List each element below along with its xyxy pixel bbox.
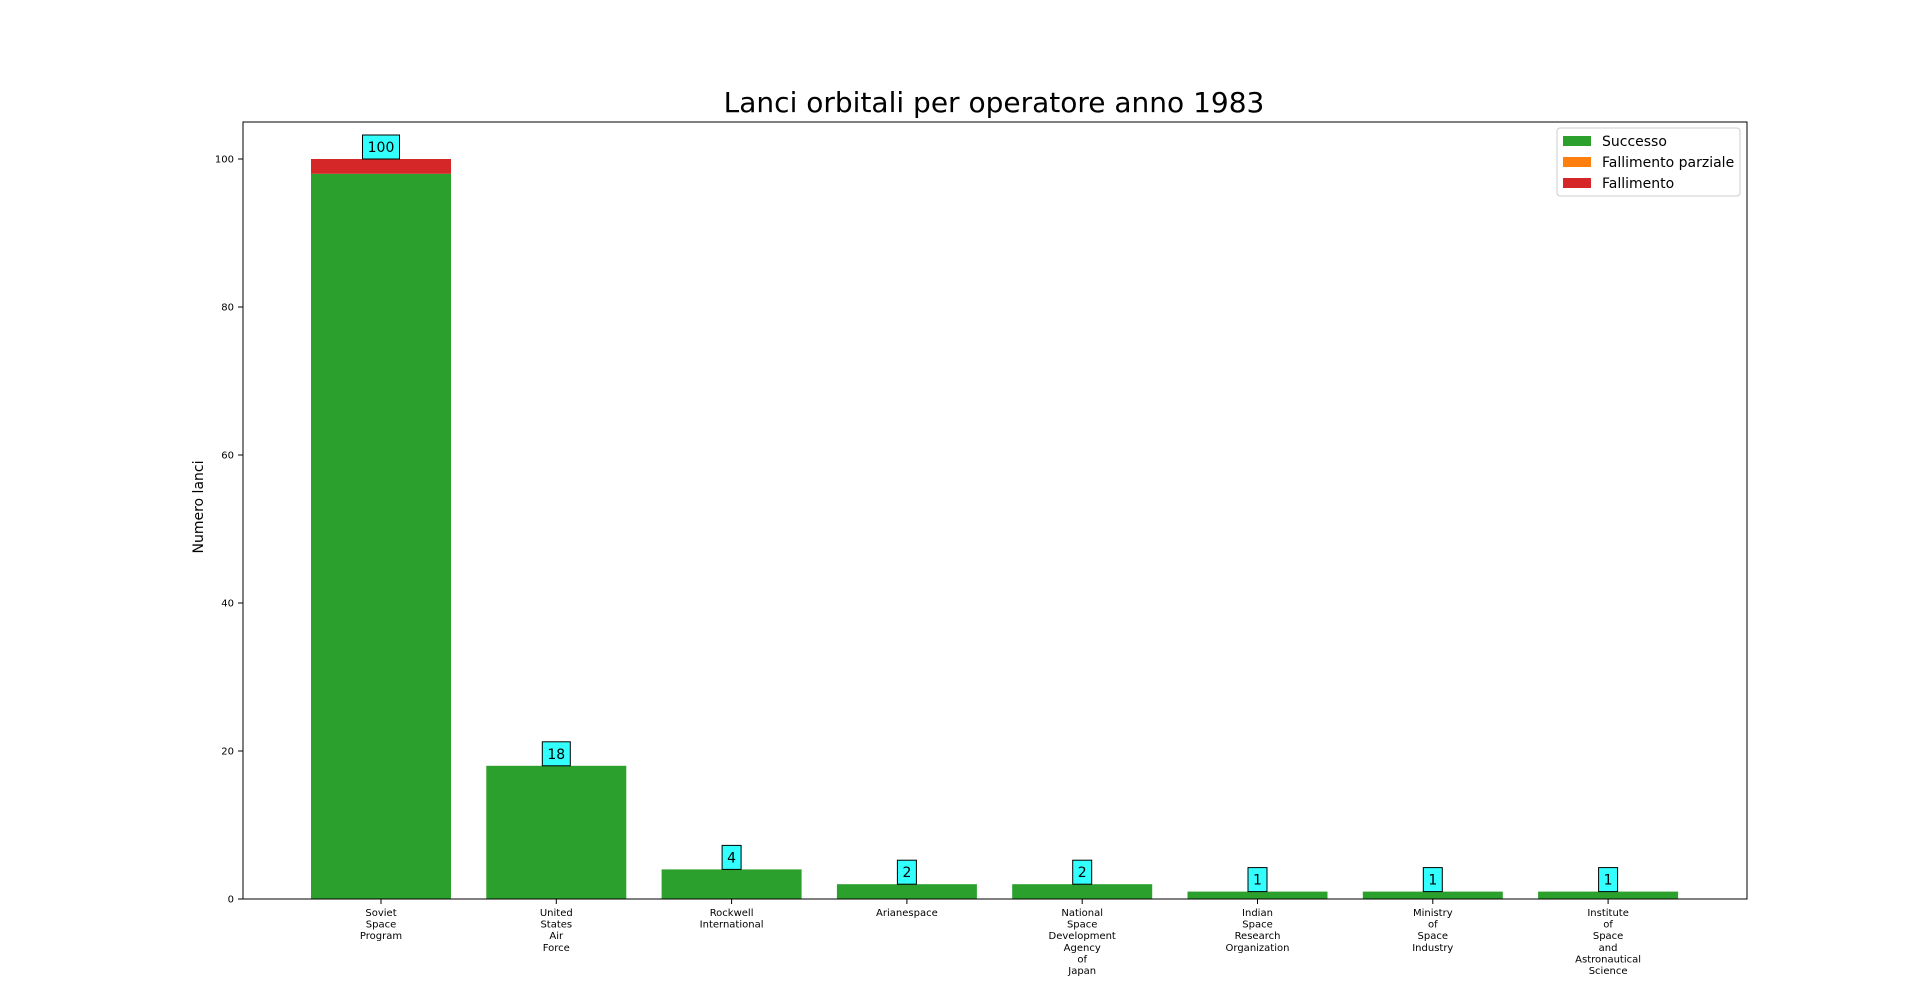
x-tick-label-5: Indian Space Research Organization	[1226, 908, 1290, 954]
legend-label-1: Fallimento parziale	[1602, 155, 1734, 171]
total-label-box-5	[1247, 867, 1268, 893]
x-tick-label-line: Institute	[1587, 908, 1629, 919]
legend-label-0: Successo	[1602, 134, 1667, 150]
bar-segment-5-series-0	[1187, 891, 1328, 899]
x-tick-label-line: of	[1603, 920, 1613, 931]
x-tick-label-line: Indian	[1242, 908, 1273, 919]
y-tick-label-4: 80	[221, 303, 234, 314]
x-tick-label-line: Agency	[1064, 943, 1101, 954]
y-axis-ticks: 0 20 40 60 80 100	[215, 155, 243, 906]
total-label-box-2	[721, 844, 742, 870]
bar-segment-6-series-0	[1362, 891, 1503, 899]
legend: Successo Fallimento parziale Fallimento	[1556, 127, 1741, 197]
x-tick-label-line: Air	[549, 931, 564, 942]
x-tick-label-line: Industry	[1412, 943, 1453, 954]
total-label-box-3	[896, 859, 917, 885]
total-label-text-7: 1	[1604, 873, 1613, 889]
x-tick-label-line: Science	[1589, 966, 1628, 977]
x-tick-label-line: Space	[1242, 920, 1272, 931]
total-label-box-7	[1598, 867, 1619, 893]
x-tick-label-line: and	[1599, 943, 1618, 954]
x-tick-label-4: National Space Development Agency of Japan	[1049, 908, 1116, 977]
x-tick-label-line: Program	[360, 931, 402, 942]
y-tick-label-2: 40	[221, 599, 234, 610]
y-tick-label-0: 0	[228, 895, 234, 906]
bar-segment-7-series-0	[1538, 891, 1679, 899]
bar-segment-1-series-0	[486, 765, 627, 899]
bars-group	[311, 159, 1679, 900]
x-tick-label-2: Rockwell International	[700, 908, 764, 931]
legend-swatch-2	[1563, 178, 1591, 188]
legend-frame	[1556, 127, 1741, 197]
total-label-4: 2	[1072, 859, 1093, 885]
legend-swatch-1	[1563, 157, 1591, 167]
bar-segment-4-series-0	[1012, 884, 1153, 899]
x-tick-label-line: States	[540, 920, 572, 931]
y-tick-label-5: 100	[215, 155, 234, 166]
total-label-6: 1	[1422, 867, 1443, 893]
x-tick-label-line: Ministry	[1413, 908, 1453, 919]
x-tick-label-line: of	[1077, 954, 1087, 965]
x-tick-label-line: Japan	[1067, 966, 1096, 977]
plot-area-frame	[242, 121, 1748, 900]
x-tick-label-line: Organization	[1226, 943, 1290, 954]
total-label-text-2: 4	[727, 850, 736, 866]
x-tick-label-1: United States Air Force	[540, 908, 573, 954]
total-label-box-6	[1422, 867, 1443, 893]
total-label-7: 1	[1598, 867, 1619, 893]
legend-swatch-0	[1563, 136, 1591, 146]
legend-label-2: Fallimento	[1602, 176, 1674, 192]
chart-title: Lanci orbitali per operatore anno 1983	[724, 86, 1265, 119]
total-label-3: 2	[896, 859, 917, 885]
x-tick-label-line: National	[1061, 908, 1103, 919]
total-label-1: 18	[541, 741, 571, 767]
x-tick-label-7: Institute of Space and Astronautical Science	[1575, 908, 1641, 977]
y-tick-label-1: 20	[221, 747, 234, 758]
y-axis-label: Numero lanci	[191, 461, 207, 554]
x-tick-label-line: Rockwell	[710, 908, 754, 919]
x-tick-label-line: Force	[543, 943, 570, 954]
x-tick-label-line: Research	[1235, 931, 1281, 942]
x-tick-label-line: Development	[1049, 931, 1116, 942]
x-tick-label-6: Ministry of Space Industry	[1412, 908, 1453, 954]
total-label-text-4: 2	[1078, 865, 1087, 881]
x-tick-label-line: International	[700, 920, 764, 931]
bar-segment-3-series-0	[836, 884, 977, 899]
total-label-box-1	[541, 741, 571, 767]
total-label-box-4	[1072, 859, 1093, 885]
data-labels-group: 100 18 4 2 2 1 1 1	[362, 134, 1619, 893]
x-tick-label-line: Space	[1418, 931, 1448, 942]
x-tick-label-line: of	[1428, 920, 1438, 931]
x-tick-label-line: Arianespace	[876, 908, 938, 919]
total-label-text-1: 18	[547, 747, 565, 763]
x-tick-label-3: Arianespace	[876, 908, 938, 919]
x-tick-label-line: Space	[366, 920, 396, 931]
bar-segment-0-series-0	[311, 173, 451, 900]
total-label-text-3: 2	[902, 865, 911, 881]
total-label-text-6: 1	[1428, 873, 1437, 889]
total-label-0: 100	[362, 134, 400, 160]
y-tick-label-3: 60	[221, 451, 234, 462]
x-tick-label-line: Astronautical	[1575, 954, 1641, 965]
x-tick-label-line: Soviet	[365, 908, 396, 919]
x-tick-label-line: Space	[1593, 931, 1623, 942]
total-label-5: 1	[1247, 867, 1268, 893]
x-tick-label-line: Space	[1067, 920, 1097, 931]
total-label-box-0	[362, 134, 400, 160]
total-label-text-0: 100	[368, 140, 395, 156]
x-tick-label-line: United	[540, 908, 573, 919]
bar-segment-0-series-2	[311, 159, 451, 174]
x-tick-label-0: Soviet Space Program	[360, 908, 402, 942]
bar-segment-2-series-0	[661, 869, 802, 899]
total-label-text-5: 1	[1253, 873, 1262, 889]
total-label-2: 4	[721, 844, 742, 870]
